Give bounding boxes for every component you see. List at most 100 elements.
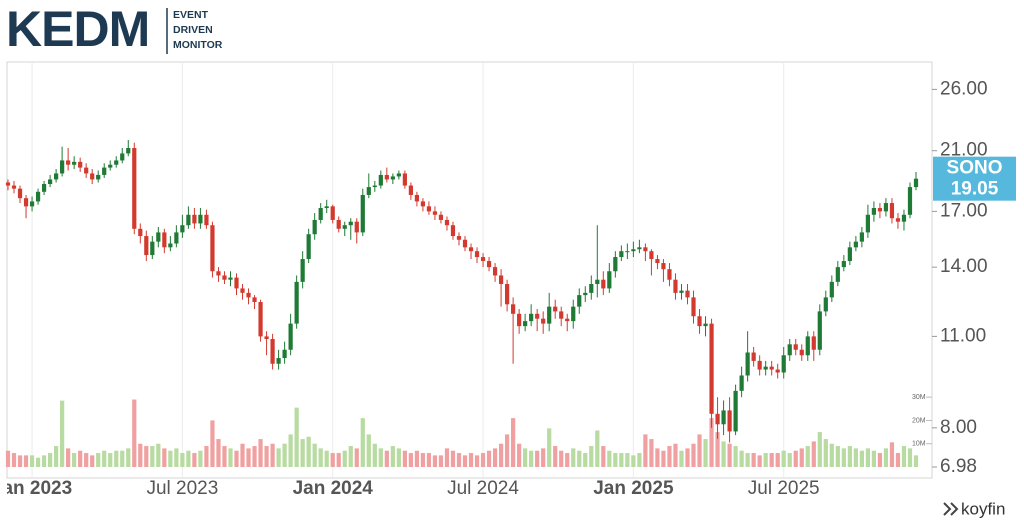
candle-body bbox=[60, 160, 65, 174]
volume-bar bbox=[595, 430, 600, 467]
volume-bar bbox=[553, 446, 558, 467]
volume-bar bbox=[426, 453, 432, 467]
volume-bar bbox=[378, 448, 383, 467]
candle-body bbox=[913, 178, 919, 188]
volume-bar bbox=[607, 450, 612, 467]
volume-bar bbox=[186, 450, 191, 467]
brand-tagline: MONITOR bbox=[173, 39, 223, 51]
candle-body bbox=[414, 194, 420, 202]
candle-body bbox=[775, 369, 780, 373]
volume-bar bbox=[631, 455, 636, 467]
volume-bar bbox=[216, 439, 221, 467]
volume-bar bbox=[865, 448, 870, 467]
candle-body bbox=[703, 323, 708, 327]
candle-body bbox=[883, 203, 889, 212]
volume-bar bbox=[47, 453, 53, 467]
volume-bar bbox=[96, 453, 101, 467]
x-tick-label: Jul 2024 bbox=[447, 478, 519, 499]
candle-body bbox=[300, 259, 305, 282]
volume-bar bbox=[577, 450, 582, 467]
candle-body bbox=[535, 313, 540, 319]
candle-body bbox=[336, 219, 341, 229]
candle-body bbox=[889, 203, 895, 219]
volume-bar bbox=[192, 453, 197, 467]
volume-bar bbox=[29, 455, 35, 467]
candle-body bbox=[661, 263, 666, 270]
volume-bar bbox=[84, 453, 89, 467]
y-tick-label: 14.00 bbox=[940, 256, 988, 277]
candle-body bbox=[102, 167, 107, 175]
candle-body bbox=[649, 251, 654, 260]
volume-bar bbox=[667, 446, 672, 467]
volume-bar bbox=[769, 453, 774, 467]
volume-bar bbox=[751, 453, 756, 467]
volume-bar bbox=[120, 450, 125, 467]
volume-bar bbox=[11, 453, 17, 467]
volume-bar bbox=[589, 446, 594, 467]
candle-body bbox=[432, 211, 438, 215]
volume-bar bbox=[234, 450, 239, 467]
candle-body bbox=[456, 236, 462, 240]
volume-bar bbox=[35, 457, 41, 467]
candle-body bbox=[174, 232, 179, 244]
volume-bar bbox=[132, 399, 137, 467]
candle-body bbox=[817, 311, 822, 350]
volume-bar bbox=[108, 453, 113, 467]
candle-body bbox=[727, 410, 732, 432]
volume-tick-label: 30M bbox=[912, 394, 926, 401]
candle-body bbox=[763, 366, 768, 370]
volume-bar bbox=[78, 450, 83, 467]
volume-bar bbox=[745, 453, 750, 467]
candle-body bbox=[517, 313, 522, 327]
volume-bar bbox=[174, 448, 179, 467]
volume-bar bbox=[583, 453, 588, 467]
volume-bar bbox=[637, 453, 642, 467]
candle-body bbox=[270, 339, 275, 364]
candle-body bbox=[829, 281, 834, 298]
volume-bar bbox=[468, 453, 474, 467]
candle-body bbox=[5, 182, 11, 186]
candle-body bbox=[547, 306, 552, 324]
candle-body bbox=[480, 257, 486, 262]
candle-body bbox=[565, 318, 570, 322]
volume-bar bbox=[480, 453, 486, 467]
volume-bar bbox=[432, 455, 438, 467]
candle-body bbox=[11, 185, 17, 189]
volume-bar bbox=[444, 448, 450, 467]
volume-bar bbox=[721, 441, 726, 467]
candle-body bbox=[739, 375, 744, 391]
volume-bar bbox=[829, 443, 834, 467]
volume-bar bbox=[643, 434, 648, 467]
volume-bar bbox=[300, 439, 305, 467]
volume-bar bbox=[697, 434, 702, 467]
candle-body bbox=[787, 344, 792, 356]
volume-bar bbox=[312, 443, 317, 467]
volume-bar bbox=[733, 446, 738, 467]
volume-bar bbox=[841, 448, 846, 467]
volume-tick-label: 20M bbox=[912, 417, 926, 424]
volume-bar bbox=[817, 432, 822, 467]
candle-body bbox=[474, 251, 480, 258]
volume-bar bbox=[901, 446, 907, 467]
candle-body bbox=[541, 318, 546, 324]
volume-bar bbox=[414, 450, 420, 467]
candle-body bbox=[378, 174, 383, 186]
candle-body bbox=[673, 279, 678, 293]
volume-bar bbox=[264, 446, 269, 467]
candle-body bbox=[348, 221, 353, 226]
volume-bar bbox=[180, 453, 185, 467]
x-axis: Jan 2023 Jul 2023 Jan 2024 Jul 2024 Jan 2025… bbox=[7, 478, 820, 499]
volume-bar bbox=[871, 450, 877, 467]
volume-bar bbox=[462, 455, 468, 467]
candle-body bbox=[372, 185, 377, 188]
volume-bar bbox=[41, 455, 47, 467]
candle-body bbox=[234, 277, 239, 289]
candle-body bbox=[781, 355, 786, 373]
candle-body bbox=[769, 366, 774, 370]
candle-body bbox=[799, 349, 804, 356]
candle-body bbox=[390, 176, 395, 180]
volume-layer bbox=[5, 399, 919, 467]
badge-box bbox=[933, 156, 1016, 201]
candle-body bbox=[571, 306, 576, 322]
candle-body bbox=[583, 292, 588, 296]
